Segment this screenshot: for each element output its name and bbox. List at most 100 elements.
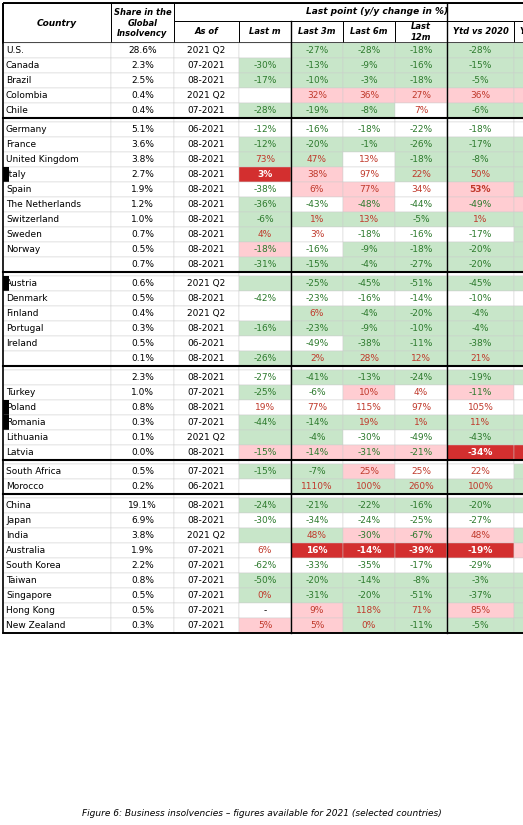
Bar bbox=[174, 464, 239, 479]
Text: -13%: -13% bbox=[357, 373, 381, 382]
Text: 07-2021: 07-2021 bbox=[188, 606, 225, 615]
Bar bbox=[239, 306, 291, 321]
Bar bbox=[514, 351, 523, 366]
Bar bbox=[447, 558, 514, 573]
Bar bbox=[3, 3, 523, 43]
Bar bbox=[239, 73, 291, 88]
Bar bbox=[291, 400, 343, 415]
Text: 08-2021: 08-2021 bbox=[188, 501, 225, 510]
Bar bbox=[239, 272, 291, 276]
Bar bbox=[239, 58, 291, 73]
Text: 28%: 28% bbox=[359, 354, 379, 363]
Text: Brazil: Brazil bbox=[6, 76, 31, 85]
Bar bbox=[291, 118, 343, 122]
Bar bbox=[291, 430, 343, 445]
Bar bbox=[395, 197, 447, 212]
Bar bbox=[343, 306, 395, 321]
Bar bbox=[343, 257, 395, 272]
Text: 0.5%: 0.5% bbox=[131, 339, 154, 348]
Text: 12%: 12% bbox=[411, 354, 431, 363]
Text: 48%: 48% bbox=[471, 531, 491, 540]
Bar bbox=[3, 242, 111, 257]
Bar bbox=[395, 58, 447, 73]
Text: 08-2021: 08-2021 bbox=[188, 516, 225, 525]
Bar bbox=[514, 118, 523, 122]
Bar bbox=[3, 400, 111, 415]
Text: 07-2021: 07-2021 bbox=[188, 591, 225, 600]
Bar bbox=[343, 460, 395, 464]
Bar bbox=[343, 618, 395, 633]
Bar bbox=[111, 543, 174, 558]
Bar bbox=[514, 479, 523, 494]
Text: 0.1%: 0.1% bbox=[131, 433, 154, 442]
Bar bbox=[395, 272, 447, 276]
Bar bbox=[111, 227, 174, 242]
Text: -25%: -25% bbox=[253, 388, 277, 397]
Text: -16%: -16% bbox=[253, 324, 277, 333]
Text: -31%: -31% bbox=[305, 591, 328, 600]
Text: -15%: -15% bbox=[253, 448, 277, 457]
Bar bbox=[447, 197, 514, 212]
Text: 0%: 0% bbox=[362, 621, 376, 630]
Bar bbox=[291, 543, 343, 558]
Text: -21%: -21% bbox=[410, 448, 433, 457]
Bar bbox=[3, 445, 111, 460]
Text: 2021 Q2: 2021 Q2 bbox=[187, 433, 225, 442]
Text: -9%: -9% bbox=[360, 61, 378, 70]
Text: 50%: 50% bbox=[470, 170, 491, 179]
Bar bbox=[395, 513, 447, 528]
Text: 08-2021: 08-2021 bbox=[188, 185, 225, 194]
Bar bbox=[343, 197, 395, 212]
Text: Poland: Poland bbox=[6, 403, 36, 412]
Text: -48%: -48% bbox=[357, 200, 381, 209]
Bar bbox=[447, 43, 514, 58]
Bar bbox=[239, 43, 291, 58]
Bar bbox=[239, 558, 291, 573]
Bar bbox=[174, 400, 239, 415]
Text: -4%: -4% bbox=[360, 309, 378, 318]
Bar bbox=[447, 479, 514, 494]
Text: -18%: -18% bbox=[410, 245, 433, 254]
Text: 0.0%: 0.0% bbox=[131, 448, 154, 457]
Text: 0.3%: 0.3% bbox=[131, 324, 154, 333]
Bar bbox=[395, 118, 447, 122]
Bar bbox=[395, 573, 447, 588]
Bar bbox=[343, 603, 395, 618]
Bar bbox=[111, 122, 174, 137]
Bar bbox=[514, 152, 523, 167]
Bar bbox=[514, 336, 523, 351]
Bar bbox=[111, 43, 174, 58]
Text: 08-2021: 08-2021 bbox=[188, 260, 225, 269]
Bar bbox=[395, 257, 447, 272]
Bar bbox=[3, 276, 9, 291]
Text: -49%: -49% bbox=[469, 200, 492, 209]
Text: 38%: 38% bbox=[307, 170, 327, 179]
Text: 07-2021: 07-2021 bbox=[188, 546, 225, 555]
Bar bbox=[447, 306, 514, 321]
Text: -4%: -4% bbox=[360, 260, 378, 269]
Bar bbox=[447, 460, 514, 464]
Bar bbox=[3, 43, 111, 58]
Bar bbox=[514, 400, 523, 415]
Bar bbox=[174, 430, 239, 445]
Bar bbox=[111, 291, 174, 306]
Text: 08-2021: 08-2021 bbox=[188, 403, 225, 412]
Text: -49%: -49% bbox=[305, 339, 328, 348]
Bar bbox=[447, 152, 514, 167]
Text: South Korea: South Korea bbox=[6, 561, 61, 570]
Text: 0.8%: 0.8% bbox=[131, 576, 154, 585]
Text: 47%: 47% bbox=[307, 155, 327, 164]
Text: 0.4%: 0.4% bbox=[131, 309, 154, 318]
Text: -8%: -8% bbox=[360, 106, 378, 115]
Bar bbox=[111, 498, 174, 513]
Bar bbox=[174, 618, 239, 633]
Text: 7%: 7% bbox=[414, 106, 428, 115]
Text: -26%: -26% bbox=[410, 140, 433, 149]
Text: -6%: -6% bbox=[472, 106, 490, 115]
Bar bbox=[111, 3, 174, 43]
Bar bbox=[239, 513, 291, 528]
Text: -21%: -21% bbox=[305, 501, 328, 510]
Bar bbox=[343, 528, 395, 543]
Bar bbox=[174, 227, 239, 242]
Text: -31%: -31% bbox=[253, 260, 277, 269]
